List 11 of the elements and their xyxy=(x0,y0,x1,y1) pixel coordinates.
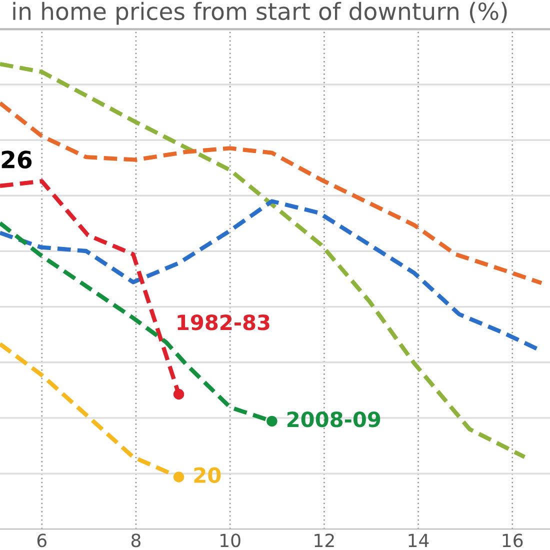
annotation: 26 xyxy=(2,150,32,168)
chart-title: in home prices from start of downturn (%) xyxy=(13,2,507,25)
x-tick-label: 8 xyxy=(131,534,140,548)
x-tick-label: 6 xyxy=(37,534,46,548)
series-label: 20 xyxy=(194,467,221,484)
x-tick-label: 12 xyxy=(314,534,334,547)
x-tick-label: 14 xyxy=(408,534,429,547)
x-tick-label: 10 xyxy=(220,534,240,548)
x-tick-label: 16 xyxy=(502,534,523,548)
series-label: 1982-83 xyxy=(178,314,270,330)
series-label: 2008-09 xyxy=(287,411,380,428)
